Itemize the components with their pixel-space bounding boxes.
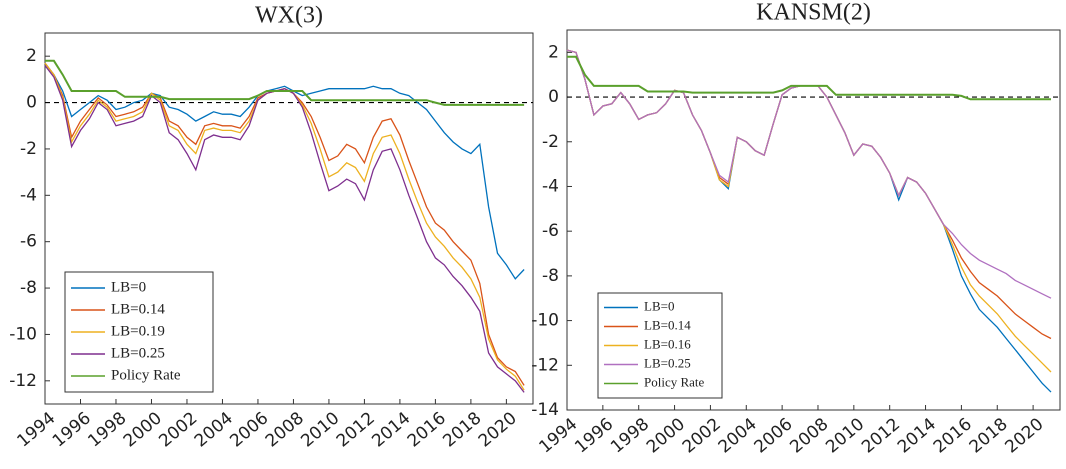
- legend-label: LB=0.14: [111, 301, 165, 317]
- series-line: [45, 59, 525, 106]
- x-tick-label: 2012: [858, 414, 904, 457]
- y-tick-label: -4: [20, 185, 37, 205]
- y-tick-label: 2: [548, 42, 559, 62]
- legend-label: Policy Rate: [644, 374, 705, 389]
- x-tick-label: 2000: [643, 414, 689, 457]
- x-tick-label: 2010: [297, 408, 343, 451]
- x-tick-label: 2006: [751, 414, 797, 457]
- chart-panel: KANSM(2)-14-12-10-8-6-4-2021994199619982…: [531, 0, 1061, 457]
- legend-label: LB=0.16: [644, 336, 691, 351]
- series-line: [44, 65, 525, 393]
- x-tick-label: 2014: [894, 414, 940, 457]
- x-tick-label: 2016: [404, 408, 450, 451]
- x-tick-label: 2010: [822, 414, 868, 457]
- legend-label: Policy Rate: [111, 367, 181, 383]
- series-line: [44, 62, 525, 280]
- y-tick-label: 0: [548, 87, 559, 107]
- x-tick-label: 2016: [930, 414, 976, 457]
- y-tick-label: -2: [20, 139, 37, 159]
- series-line: [567, 55, 1051, 101]
- y-tick-label: -12: [531, 355, 559, 375]
- legend-label: LB=0.19: [111, 323, 165, 339]
- y-tick-label: 0: [26, 93, 37, 113]
- x-tick-label: 1994: [13, 408, 59, 451]
- x-tick-label: 1998: [607, 414, 653, 457]
- x-tick-label: 2012: [333, 408, 379, 451]
- y-tick-label: -6: [20, 232, 37, 252]
- legend-label: LB=0.25: [111, 345, 165, 361]
- x-tick-label: 2018: [966, 414, 1012, 457]
- x-tick-label: 2006: [226, 408, 272, 451]
- chart-panel: WX(3)-12-10-8-6-4-2021994199619982000200…: [9, 3, 534, 451]
- x-tick-label: 1998: [84, 408, 130, 451]
- legend-label: LB=0.25: [644, 355, 691, 370]
- legend-label: LB=0: [644, 298, 674, 313]
- chart-title: WX(3): [255, 3, 323, 29]
- y-tick-label: -10: [9, 324, 37, 344]
- y-tick-label: -8: [542, 266, 559, 286]
- legend-label: LB=0: [111, 279, 146, 295]
- y-tick-label: -2: [542, 132, 559, 152]
- x-tick-label: 2002: [155, 408, 201, 451]
- x-tick-label: 2008: [262, 408, 308, 451]
- x-tick-label: 2020: [1002, 414, 1048, 457]
- legend-label: LB=0.14: [644, 317, 691, 332]
- x-tick-label: 2008: [786, 414, 832, 457]
- y-tick-label: -10: [531, 311, 559, 331]
- x-tick-label: 2018: [439, 408, 485, 451]
- y-tick-label: -8: [20, 278, 37, 298]
- x-tick-label: 2002: [679, 414, 725, 457]
- y-tick-label: -4: [542, 176, 559, 196]
- x-tick-label: 1996: [571, 414, 617, 457]
- y-tick-label: -14: [531, 400, 559, 420]
- x-tick-label: 2000: [120, 408, 166, 451]
- y-tick-label: -12: [9, 371, 37, 391]
- x-tick-label: 2004: [191, 408, 237, 451]
- x-tick-label: 1994: [535, 414, 581, 457]
- x-tick-label: 2004: [715, 414, 761, 457]
- x-tick-label: 1996: [49, 408, 95, 451]
- x-tick-label: 2020: [475, 408, 521, 451]
- x-tick-label: 2014: [368, 408, 414, 451]
- y-tick-label: -6: [542, 221, 559, 241]
- y-tick-label: 2: [26, 46, 37, 66]
- chart-title: KANSM(2): [756, 0, 871, 26]
